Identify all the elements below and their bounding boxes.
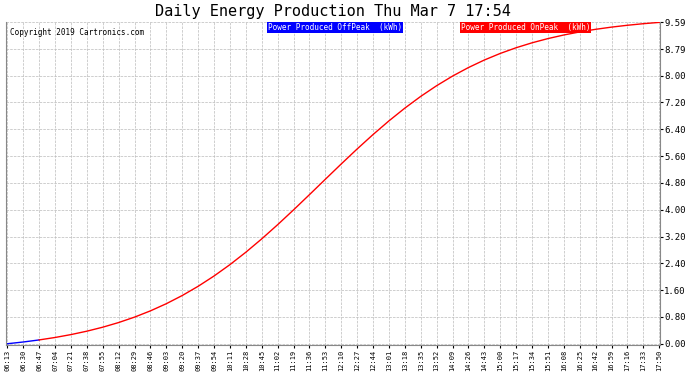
Text: Power Produced OnPeak  (kWh): Power Produced OnPeak (kWh) bbox=[461, 23, 590, 32]
Title: Daily Energy Production Thu Mar 7 17:54: Daily Energy Production Thu Mar 7 17:54 bbox=[155, 4, 511, 19]
Text: Power Produced OffPeak  (kWh): Power Produced OffPeak (kWh) bbox=[268, 23, 402, 32]
Text: Copyright 2019 Cartronics.com: Copyright 2019 Cartronics.com bbox=[10, 28, 144, 37]
